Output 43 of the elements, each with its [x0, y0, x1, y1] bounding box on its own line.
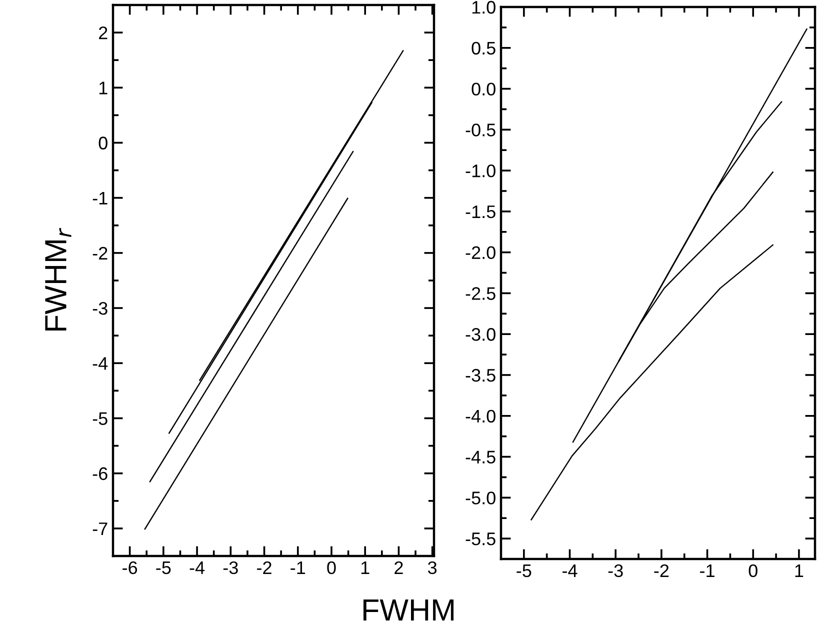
y-axis-title: FWHM$_{r}$ [45, 228, 72, 331]
x-tick-label: -2 [257, 561, 272, 574]
x-tick-label: -5 [156, 562, 171, 574]
x-tick-label: 2 [394, 561, 403, 574]
x-tick-label: 1 [795, 564, 804, 577]
x-tick-label: -1 [290, 562, 306, 574]
y-tick-label: -4.5 [466, 450, 496, 464]
x-tick-label: 1 [361, 562, 370, 574]
x-tick-label: -3 [223, 561, 238, 574]
y-tick-label: 2 [99, 26, 108, 40]
y-tick-label: -5.0 [466, 492, 496, 504]
x-tick-label: -6 [122, 561, 138, 574]
y-tick-label: 0 [98, 136, 108, 150]
y-tick-label: 0.0 [472, 82, 496, 96]
x-tick-label: 0 [327, 561, 336, 574]
y-tick-label: -6 [92, 467, 108, 480]
y-tick-label: -2 [92, 246, 108, 260]
y-tick-label: -3.0 [466, 328, 496, 341]
y-tick-label: -3.5 [466, 368, 496, 382]
y-tick-label: -0.5 [466, 124, 496, 136]
y-tick-label: -5.5 [466, 532, 496, 546]
y-tick-label: 1.0 [472, 0, 496, 14]
x-tick-label: -5 [516, 564, 532, 578]
y-tick-label: -2.0 [466, 246, 496, 260]
x-tick-label: -2 [654, 564, 669, 577]
x-tick-label: -4 [562, 564, 578, 577]
y-tick-label: -7 [92, 522, 108, 535]
y-tick-label: -1.0 [466, 164, 496, 178]
y-tick-label: 0.5 [472, 42, 496, 55]
y-tick-label: -5 [92, 412, 108, 425]
y-tick-label: -1.5 [466, 206, 496, 218]
y-tick-label: -3 [92, 302, 108, 315]
x-tick-label: 0 [748, 564, 758, 578]
x-axis-title: FWHM [363, 599, 454, 621]
y-tick-label: 1 [99, 82, 108, 94]
y-tick-label: -1 [92, 192, 108, 204]
y-tick-label: -2.5 [466, 287, 496, 300]
x-tick-label: -1 [700, 564, 714, 577]
x-tick-label: -4 [190, 562, 205, 574]
x-tick-label: 3 [428, 561, 437, 574]
y-tick-label: -4 [92, 357, 108, 370]
y-tick-label: -4.0 [466, 410, 496, 423]
x-tick-label: -3 [608, 564, 623, 578]
